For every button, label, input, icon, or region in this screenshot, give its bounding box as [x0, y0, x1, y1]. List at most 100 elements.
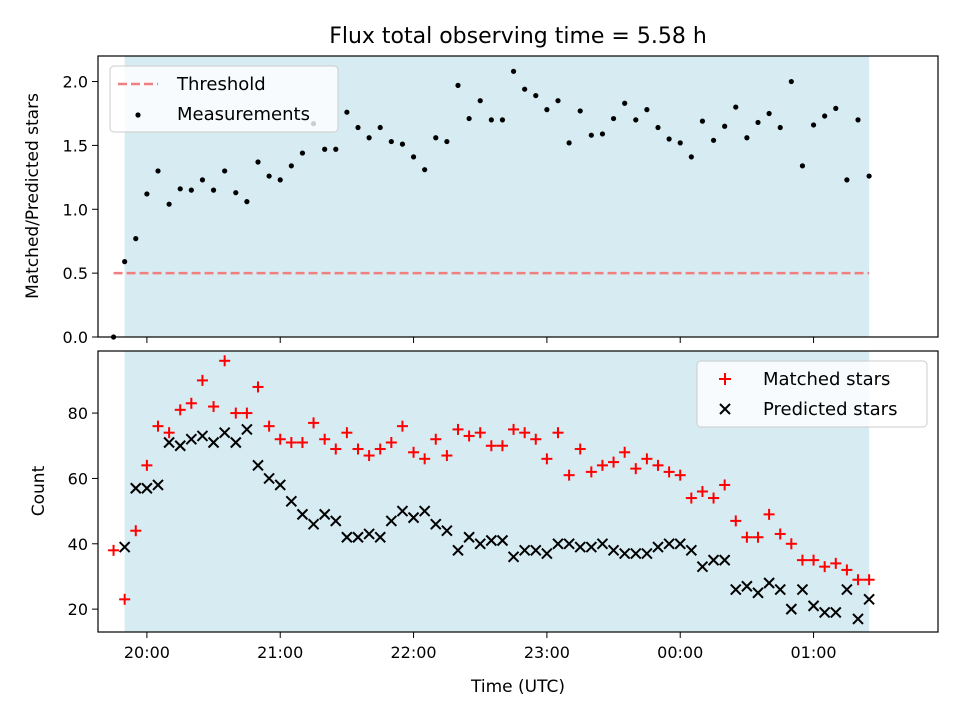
data-point: [230, 436, 242, 449]
data-point: [708, 492, 720, 504]
chart-title: Flux total observing time = 5.58 h: [329, 24, 707, 49]
data-point: [430, 433, 442, 445]
y-tick-label: 2.0: [63, 73, 88, 92]
data-point: [296, 436, 308, 448]
data-point: [196, 374, 208, 386]
data-point: [441, 525, 453, 537]
data-point: [477, 98, 483, 104]
data-point: [663, 466, 675, 478]
data-point: [463, 531, 475, 543]
data-point: [733, 104, 739, 110]
top-marks: [110, 68, 872, 340]
data-point: [418, 505, 431, 517]
data-point: [788, 78, 794, 85]
data-point: [774, 528, 786, 540]
data-point: [722, 123, 728, 129]
y-tick-label: 40: [68, 535, 88, 554]
data-point: [774, 583, 786, 596]
data-point: [299, 150, 306, 156]
data-point: [541, 453, 553, 465]
data-point: [385, 436, 397, 448]
data-point: [499, 117, 506, 123]
data-point: [763, 577, 775, 589]
data-point: [522, 86, 528, 92]
data-point: [618, 547, 631, 560]
data-point: [752, 531, 764, 543]
series-predicted-stars: [118, 423, 875, 625]
data-point: [199, 177, 206, 183]
data-point: [410, 154, 417, 160]
data-point: [388, 138, 394, 145]
data-point: [496, 534, 509, 547]
x-tick-label: 20:00: [124, 643, 170, 662]
data-point: [841, 564, 853, 576]
top-panel: 0.00.51.01.52.0 Matched/Predicted stars …: [23, 55, 939, 347]
data-point: [355, 124, 361, 131]
data-point: [108, 544, 120, 556]
data-point: [719, 479, 731, 491]
data-point: [519, 427, 531, 439]
data-point: [141, 482, 153, 494]
data-point: [510, 68, 517, 74]
data-point: [763, 508, 775, 520]
data-point: [241, 407, 253, 419]
y-tick-label: 1.5: [63, 136, 88, 155]
data-point: [333, 146, 339, 152]
data-point: [530, 544, 542, 557]
data-point: [710, 137, 717, 143]
data-point: [841, 583, 853, 596]
y-tick-label: 80: [68, 404, 88, 423]
data-point: [485, 534, 498, 547]
data-point: [174, 440, 186, 452]
data-point: [308, 417, 320, 429]
data-point: [699, 118, 706, 124]
data-point: [633, 117, 639, 123]
data-point: [585, 466, 597, 478]
data-point: [396, 420, 408, 432]
data-point: [741, 580, 753, 592]
data-point: [607, 544, 620, 557]
data-point: [166, 201, 172, 207]
data-point: [219, 355, 231, 367]
data-point: [352, 443, 364, 455]
legend-predicted-label: Predicted stars: [763, 399, 897, 420]
data-point: [785, 603, 798, 615]
data-point: [819, 561, 831, 573]
legend-measurements-label: Measurements: [177, 104, 310, 125]
data-point: [644, 107, 650, 113]
data-point: [141, 459, 153, 471]
data-point: [174, 404, 186, 416]
data-point: [285, 436, 297, 448]
data-point: [663, 538, 675, 550]
data-point: [852, 574, 864, 586]
data-point: [796, 554, 808, 566]
bottom-legend: Matched stars Predicted stars: [696, 360, 928, 428]
top-legend-box: [109, 65, 339, 133]
top-axes: 0.0 0.5 1.0 1.5 2.0: [63, 73, 815, 347]
data-point: [544, 107, 550, 113]
bottom-plot-frame: [97, 350, 939, 633]
data-point: [118, 541, 131, 553]
data-point: [152, 479, 164, 491]
data-point: [366, 135, 372, 141]
data-point: [696, 486, 708, 497]
data-point: [210, 187, 217, 193]
data-point: [444, 138, 450, 145]
top-legend: Threshold Measurements: [109, 65, 339, 133]
data-point: [574, 541, 586, 553]
data-point: [652, 541, 664, 553]
bottom-marks: [108, 355, 875, 625]
y-tick-label: 0.0: [63, 328, 88, 347]
data-point: [455, 82, 461, 88]
data-point: [518, 544, 531, 557]
data-point: [452, 544, 464, 557]
y-tick-label: 60: [68, 469, 88, 488]
x-tick-label: 21:00: [257, 643, 303, 662]
data-point: [252, 459, 264, 472]
data-point: [777, 124, 783, 131]
data-point: [785, 538, 797, 550]
data-point: [552, 538, 564, 550]
data-point: [396, 505, 409, 517]
data-point: [752, 587, 764, 599]
